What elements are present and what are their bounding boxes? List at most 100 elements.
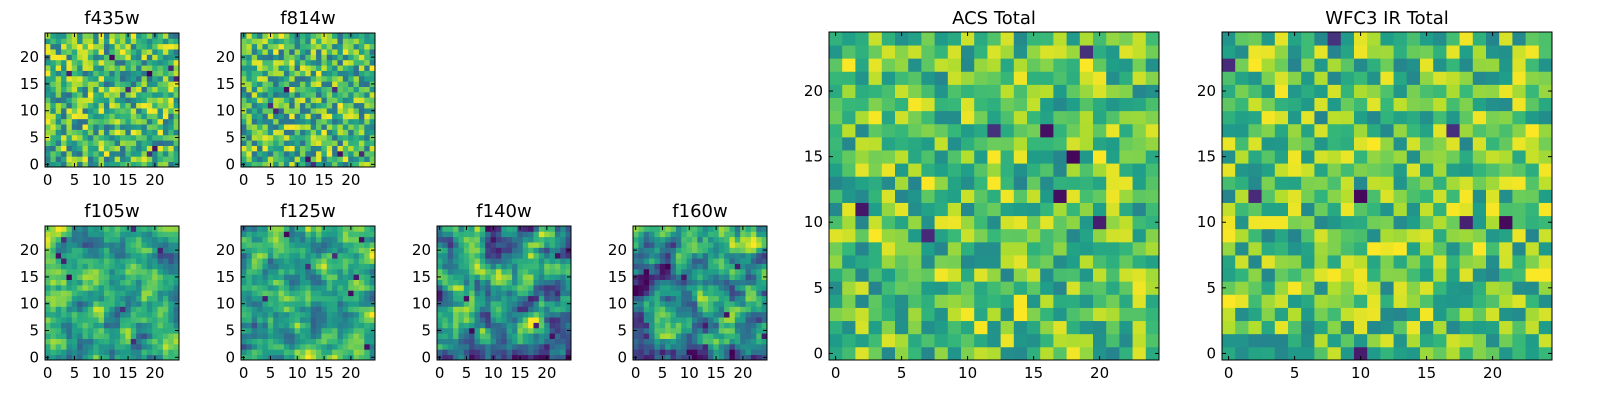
heatmap-cell <box>251 86 258 93</box>
heatmap-cell <box>713 279 720 286</box>
heatmap-cell <box>77 113 83 120</box>
heatmap-cell <box>337 236 344 243</box>
heatmap-cell <box>560 274 567 280</box>
heatmap-cell <box>649 258 655 264</box>
heatmap-cell <box>120 150 126 157</box>
heatmap-cell <box>342 274 349 280</box>
heatmap-cell <box>501 258 508 264</box>
heatmap-cell <box>554 258 561 264</box>
heatmap-cell <box>654 354 661 361</box>
heatmap-cell <box>66 349 73 356</box>
heatmap-cell <box>1525 202 1540 217</box>
y-tick-label: 10 <box>608 295 627 313</box>
heatmap-cell <box>289 263 295 270</box>
heatmap-cell <box>1301 255 1315 269</box>
heatmap-cell <box>675 284 682 291</box>
heatmap-cell <box>246 59 253 66</box>
heatmap-cell <box>665 349 671 356</box>
heatmap-cell <box>50 81 57 87</box>
heatmap-cell <box>761 231 768 238</box>
heatmap-cell <box>654 231 661 238</box>
heatmap-cell <box>326 284 333 291</box>
heatmap-cell <box>353 311 360 318</box>
heatmap-cell <box>868 71 883 85</box>
heatmap-cell <box>168 231 175 238</box>
heatmap-cell <box>77 124 83 130</box>
heatmap-cell <box>659 252 666 259</box>
heatmap-cell <box>1248 346 1262 361</box>
heatmap-cell <box>829 45 843 59</box>
heatmap-cell <box>463 279 470 286</box>
heatmap-cell <box>310 322 317 329</box>
heatmap-cell <box>654 274 661 280</box>
heatmap-cell <box>321 338 328 345</box>
heatmap-cell <box>93 226 99 232</box>
heatmap-cell <box>934 320 949 335</box>
heatmap-cell <box>369 59 376 66</box>
heatmap-cell <box>829 307 843 322</box>
heatmap-cell <box>1354 281 1368 295</box>
heatmap-cell <box>1380 294 1394 308</box>
heatmap-cell <box>1314 176 1328 190</box>
heatmap-cell <box>437 268 443 275</box>
heatmap-cell <box>1499 307 1513 322</box>
heatmap-cell <box>670 231 677 238</box>
heatmap-cell <box>332 354 338 361</box>
heatmap-cell <box>659 322 666 329</box>
heatmap-cell <box>686 258 693 264</box>
heatmap-cell <box>289 156 295 163</box>
heatmap-cell <box>675 349 682 356</box>
heatmap-cell <box>262 301 269 307</box>
heatmap-cell <box>257 145 263 152</box>
heatmap-cell <box>549 279 556 286</box>
heatmap-cell <box>724 226 730 232</box>
heatmap-cell <box>934 268 949 282</box>
heatmap-cell <box>458 274 465 280</box>
heatmap-cell <box>98 327 105 334</box>
heatmap-cell <box>114 140 121 146</box>
heatmap-cell <box>1222 241 1236 256</box>
heatmap-cell <box>1393 307 1408 322</box>
heatmap-cell <box>332 161 338 168</box>
heatmap-cell <box>273 349 279 356</box>
heatmap-cell <box>686 343 693 350</box>
heatmap-cell <box>1459 241 1474 256</box>
heatmap-cell <box>152 343 158 350</box>
heatmap-cell <box>305 327 312 334</box>
heatmap-cell <box>283 226 290 232</box>
heatmap-cell <box>1512 202 1526 217</box>
heatmap-cell <box>1393 228 1408 243</box>
heatmap-cell <box>87 343 94 350</box>
heatmap-cell <box>262 118 269 125</box>
heatmap-cell <box>66 81 73 87</box>
heatmap-cell <box>734 274 741 280</box>
heatmap-cell <box>61 124 67 130</box>
heatmap-cell <box>109 70 116 77</box>
heatmap-cell <box>881 268 896 282</box>
heatmap-cell <box>1119 97 1133 112</box>
heatmap-cell <box>750 327 757 334</box>
heatmap-cell <box>246 338 253 345</box>
heatmap-cell <box>157 354 164 361</box>
heatmap-cell <box>1106 346 1120 361</box>
heatmap-cell <box>267 333 274 339</box>
heatmap-cell <box>103 129 110 136</box>
heatmap-cell <box>495 274 502 280</box>
heatmap-cell <box>1027 123 1041 138</box>
heatmap-cell <box>246 134 253 141</box>
heatmap-cell <box>278 317 285 323</box>
heatmap-cell <box>1274 333 1289 348</box>
heatmap-cell <box>162 306 169 313</box>
heatmap-cell <box>740 317 746 323</box>
heatmap-cell <box>130 140 137 146</box>
heatmap-cell <box>125 284 132 291</box>
heatmap-cell <box>130 231 137 238</box>
heatmap-cell <box>474 284 481 291</box>
heatmap-cell <box>501 236 508 243</box>
heatmap-cell <box>109 226 116 232</box>
heatmap-cell <box>130 86 137 93</box>
heatmap-cell <box>908 281 922 295</box>
heatmap-cell <box>665 263 671 270</box>
heatmap-cell <box>895 150 909 164</box>
